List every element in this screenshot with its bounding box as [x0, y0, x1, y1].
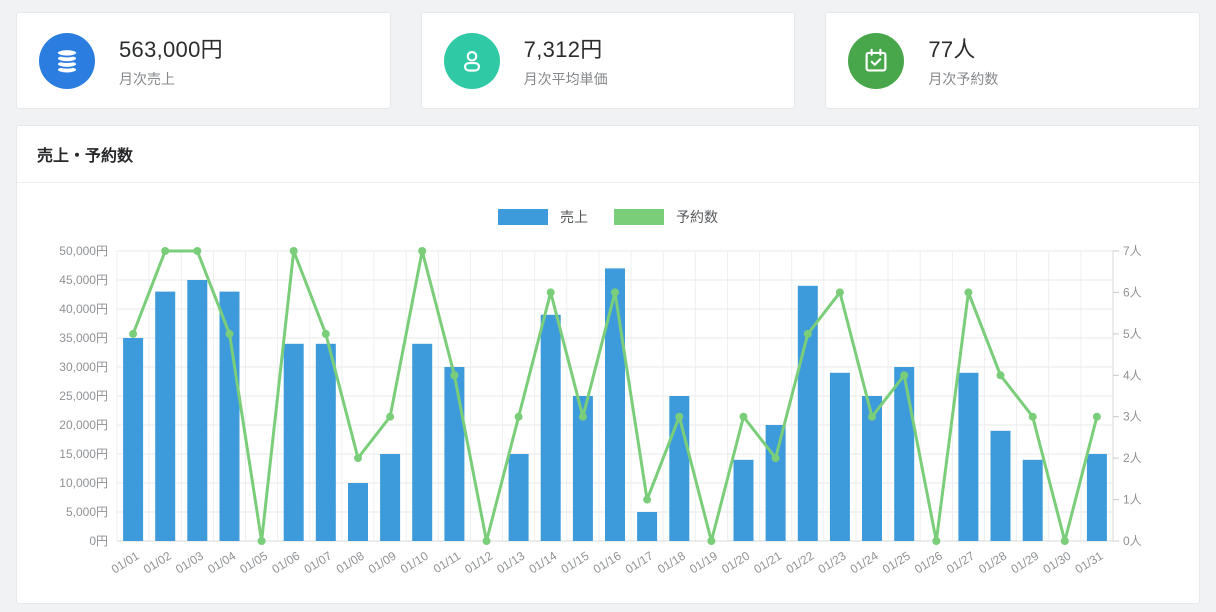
svg-text:01/24: 01/24 [848, 548, 881, 576]
svg-text:01/08: 01/08 [334, 548, 367, 576]
svg-text:0人: 0人 [1123, 534, 1142, 548]
svg-text:45,000円: 45,000円 [59, 273, 108, 287]
svg-text:01/17: 01/17 [623, 548, 656, 576]
chart-legend: 売上 予約数 [37, 189, 1179, 237]
panel-title: 売上・予約数 [17, 126, 1199, 183]
svg-text:01/05: 01/05 [237, 548, 270, 576]
average-price-value: 7,312円 [523, 37, 603, 62]
svg-text:01/01: 01/01 [109, 548, 142, 576]
sales-reservations-chart[interactable]: 0円 5,000円 10,000円 15,000円 20,000円 25,000円 30,0… [37, 237, 1179, 589]
svg-text:01/12: 01/12 [462, 548, 495, 576]
svg-text:3人: 3人 [1123, 410, 1142, 424]
monthly-reservations-label: 月次予約数 [928, 71, 999, 87]
svg-text:01/30: 01/30 [1041, 548, 1074, 576]
svg-text:0円: 0円 [89, 534, 108, 548]
svg-text:01/16: 01/16 [591, 548, 624, 576]
svg-text:01/09: 01/09 [366, 548, 399, 576]
svg-text:01/20: 01/20 [719, 548, 752, 576]
svg-text:01/10: 01/10 [398, 548, 431, 576]
svg-text:35,000円: 35,000円 [59, 331, 108, 345]
svg-text:4人: 4人 [1123, 368, 1142, 382]
svg-text:15,000円: 15,000円 [59, 447, 108, 461]
svg-text:01/06: 01/06 [269, 548, 302, 576]
sales-legend-swatch [498, 209, 548, 225]
svg-text:5,000円: 5,000円 [66, 505, 108, 519]
svg-text:01/15: 01/15 [559, 548, 592, 576]
svg-text:01/25: 01/25 [880, 548, 913, 576]
user-icon [443, 32, 500, 89]
monthly-reservations-value: 77人 [928, 37, 976, 62]
database-icon [39, 32, 95, 89]
svg-text:2人: 2人 [1123, 451, 1142, 465]
svg-text:7人: 7人 [1123, 244, 1142, 258]
reservations-legend-swatch [614, 209, 664, 225]
svg-text:01/03: 01/03 [173, 548, 206, 576]
svg-text:10,000円: 10,000円 [59, 476, 108, 490]
svg-text:01/31: 01/31 [1073, 548, 1106, 576]
kpi-card-monthly-reservations: 77人 月次予約数 [825, 12, 1201, 109]
reservations-legend-label: 予約数 [676, 209, 718, 225]
svg-text:01/02: 01/02 [141, 548, 174, 576]
svg-text:01/23: 01/23 [816, 548, 849, 576]
svg-text:01/11: 01/11 [431, 548, 463, 575]
svg-text:01/26: 01/26 [912, 548, 945, 576]
svg-text:1人: 1人 [1123, 493, 1142, 507]
legend-item-sales[interactable]: 売上 [498, 207, 588, 227]
svg-text:25,000円: 25,000円 [59, 389, 108, 403]
svg-text:01/22: 01/22 [784, 548, 817, 576]
svg-text:01/21: 01/21 [751, 548, 784, 576]
svg-text:01/27: 01/27 [944, 548, 977, 576]
svg-text:20,000円: 20,000円 [59, 418, 108, 432]
svg-text:01/19: 01/19 [687, 548, 720, 576]
svg-text:50,000円: 50,000円 [59, 244, 108, 258]
sales-legend-label: 売上 [560, 209, 588, 225]
sales-reservations-panel: 売上・予約数 売上 予約数 0円 5,000円 10,000円 15,000円 20,0… [16, 125, 1200, 604]
kpi-card-average-price: 7,312円 月次平均単価 [420, 12, 796, 109]
svg-text:01/18: 01/18 [655, 548, 688, 576]
svg-text:01/28: 01/28 [976, 548, 1009, 576]
svg-text:01/04: 01/04 [205, 548, 238, 576]
legend-item-reservations[interactable]: 予約数 [614, 207, 718, 227]
svg-text:30,000円: 30,000円 [59, 360, 108, 374]
kpi-card-monthly-sales: 563,000円 月次売上 [16, 12, 391, 109]
calendar-check-icon [848, 32, 905, 89]
svg-text:01/14: 01/14 [526, 548, 559, 576]
svg-text:40,000円: 40,000円 [59, 302, 108, 316]
monthly-sales-value: 563,000円 [119, 37, 223, 62]
svg-text:5人: 5人 [1123, 327, 1142, 341]
average-price-label: 月次平均単価 [523, 71, 608, 87]
kpi-cards-row: 563,000円 月次売上 7,312円 月次平均単価 [0, 0, 1216, 109]
monthly-sales-label: 月次売上 [119, 71, 175, 87]
svg-text:6人: 6人 [1123, 285, 1142, 299]
svg-text:01/29: 01/29 [1008, 548, 1041, 576]
svg-text:01/07: 01/07 [302, 548, 335, 576]
svg-text:01/13: 01/13 [494, 548, 527, 576]
